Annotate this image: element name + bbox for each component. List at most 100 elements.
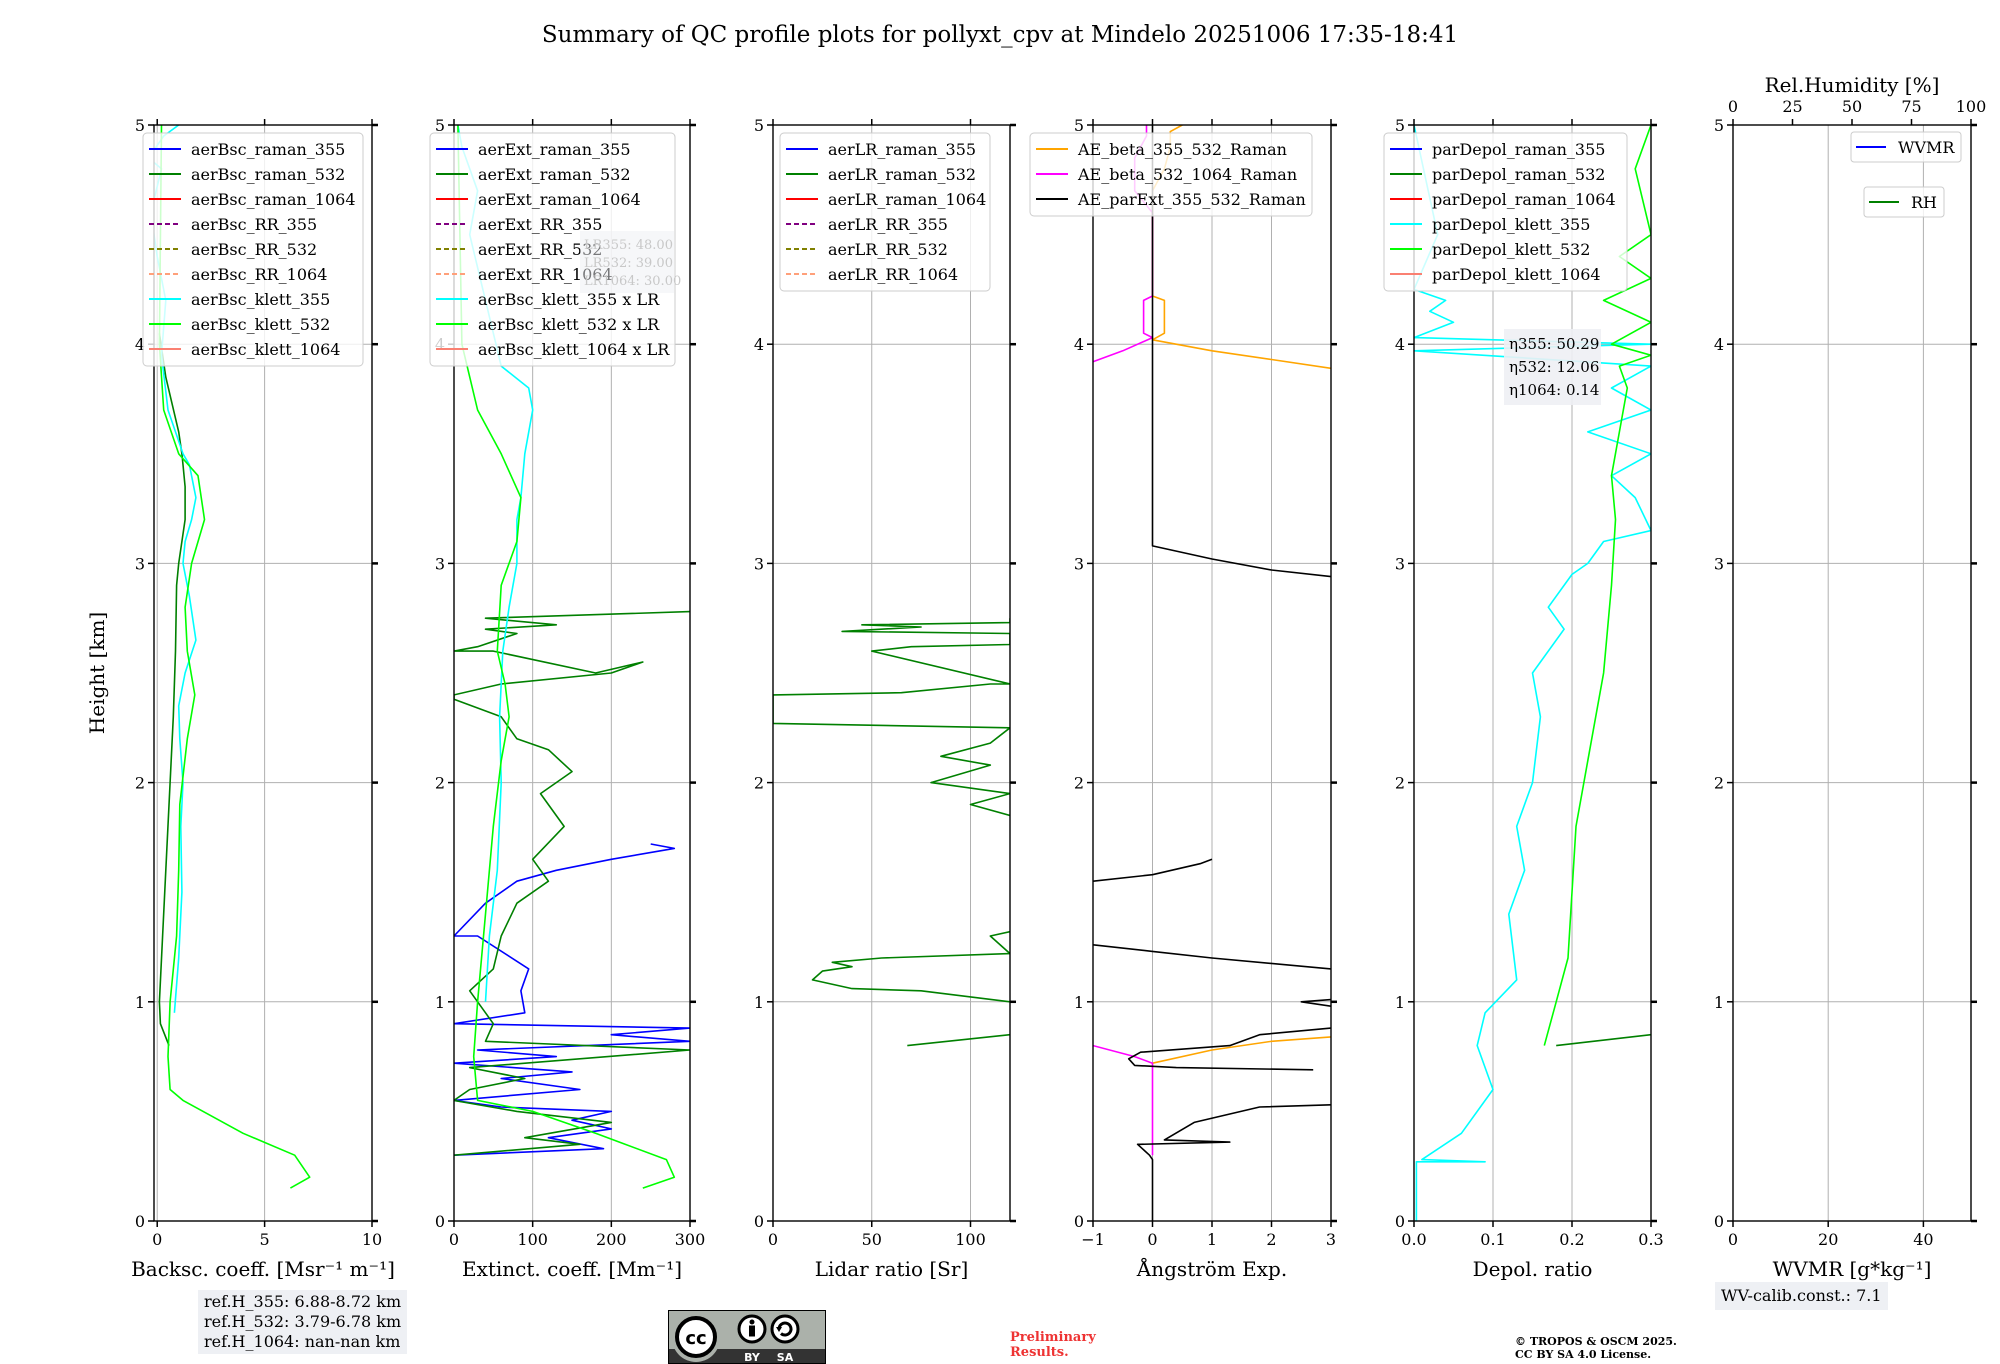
y-tick-label: 0 bbox=[1395, 1212, 1405, 1231]
annotation-text: LR355: 48.00 bbox=[584, 238, 673, 253]
legend-label: AE_parExt_355_532_Raman bbox=[1077, 190, 1306, 209]
legend-label: aerLR_RR_1064 bbox=[828, 265, 958, 284]
legend-label: aerBsc_klett_532 bbox=[191, 315, 330, 334]
y-tick-label: 2 bbox=[1714, 774, 1724, 793]
legend: WVMR RH bbox=[1850, 131, 1962, 218]
axes-frame bbox=[1732, 124, 1972, 1222]
x-tick-label: 0.1 bbox=[1480, 1230, 1505, 1249]
x-tick-label: 40 bbox=[1913, 1230, 1933, 1249]
y-tick-label: 1 bbox=[1074, 993, 1084, 1012]
series-line-aerBsc_klett_532 bbox=[158, 125, 311, 1189]
annotation-bg bbox=[580, 231, 674, 293]
x-tick-label: 20 bbox=[1818, 1230, 1838, 1249]
series-line-AE_parExt_355_532_Raman_b bbox=[1127, 1027, 1331, 1071]
legend-label: aerExt_RR_1064 bbox=[478, 265, 613, 284]
legend-label: aerBsc_raman_1064 bbox=[191, 190, 356, 209]
ref-height-355: ref.H_355: 6.88-8.72 km bbox=[204, 1292, 402, 1311]
panel-water_vapor: 0 20 40 0 1 2 3 4 5 WVMR [g*kg⁻¹] 0 25 50 75 100 Rel.Hu… bbox=[1714, 73, 1986, 1281]
y-tick-label: 3 bbox=[1074, 554, 1084, 573]
series-line-AE_parExt_355_532_Raman_e bbox=[1093, 858, 1213, 882]
cc-by-sa-icon: cc BY SA bbox=[668, 1310, 826, 1364]
x-tick-label: 0.3 bbox=[1638, 1230, 1663, 1249]
series-line-aerLR_raman_532_up bbox=[773, 618, 1010, 817]
legend-label: aerBsc_klett_355 x LR bbox=[478, 290, 660, 309]
x-tick-label: 0 bbox=[152, 1230, 162, 1249]
legend-label: aerExt_raman_1064 bbox=[478, 190, 641, 209]
x-axis-label: Depol. ratio bbox=[1473, 1257, 1593, 1281]
y-tick-label: 1 bbox=[754, 993, 764, 1012]
legend-box bbox=[1850, 131, 1962, 163]
preliminary-line-2: Results. bbox=[1010, 1345, 1069, 1360]
series-line-AE_parExt_355_532_Raman_a bbox=[1136, 1104, 1331, 1221]
y-tick-label: 0 bbox=[754, 1212, 764, 1231]
x-tick-label: 0 bbox=[449, 1230, 459, 1249]
ref-height-532: ref.H_532: 3.79-6.78 km bbox=[204, 1312, 402, 1331]
top-x-tick-label: 25 bbox=[1782, 97, 1802, 116]
x-tick-label: 50 bbox=[862, 1230, 882, 1249]
x-tick-label: 100 bbox=[955, 1230, 986, 1249]
ref-heights-box: ref.H_355: 6.88-8.72 km ref.H_532: 3.79-… bbox=[198, 1290, 408, 1354]
axes-frame bbox=[1413, 124, 1652, 1222]
top-x-axis-label: Rel.Humidity [%] bbox=[1765, 73, 1940, 97]
x-tick-label: 2 bbox=[1266, 1230, 1276, 1249]
panel-backscatter: 0 5 10 0 1 2 3 4 5 Backsc. coeff. [Msr⁻¹ m⁻¹] Heig… bbox=[85, 116, 395, 1281]
annotation-text: LR1064: 30.00 bbox=[584, 274, 681, 289]
legend-label: parDepol_raman_1064 bbox=[1432, 190, 1616, 209]
ref-height-1064: ref.H_1064: nan-nan km bbox=[204, 1332, 401, 1351]
legend-label: aerBsc_RR_1064 bbox=[191, 265, 327, 284]
legend: AE_beta_355_532_Raman AE_beta_532_1064_Ra… bbox=[1029, 132, 1313, 217]
legend-box bbox=[142, 132, 364, 367]
y-tick-label: 3 bbox=[1714, 554, 1724, 573]
y-tick-label: 1 bbox=[135, 993, 145, 1012]
series-line-aerLR_raman_532_mid bbox=[811, 930, 1010, 1003]
legend-label: aerExt_raman_532 bbox=[478, 165, 631, 184]
legend-label: aerBsc_RR_532 bbox=[191, 240, 317, 259]
y-tick-label: 1 bbox=[1714, 993, 1724, 1012]
x-tick-label: 10 bbox=[362, 1230, 382, 1249]
legend-label: aerLR_RR_532 bbox=[828, 240, 948, 259]
legend-label: aerExt_raman_355 bbox=[478, 140, 631, 159]
series-line-parDepol_klett_355 bbox=[1414, 125, 1651, 1221]
x-tick-label: 1 bbox=[1207, 1230, 1217, 1249]
copyright-line-1: © TROPOS & OSCM 2025. bbox=[1515, 1335, 1677, 1348]
svg-text:cc: cc bbox=[685, 1328, 706, 1349]
axes-frame bbox=[453, 124, 691, 1222]
x-axis-label: Ångström Exp. bbox=[1136, 1256, 1287, 1281]
top-x-tick-label: 100 bbox=[1956, 97, 1987, 116]
wv-calib-text: WV-calib.const.: 7.1 bbox=[1721, 1286, 1882, 1305]
annotation-text: η532: 12.06 bbox=[1509, 358, 1599, 376]
x-axis-label: Lidar ratio [Sr] bbox=[815, 1257, 969, 1281]
y-tick-label: 5 bbox=[1395, 116, 1405, 135]
legend-label: aerExt_RR_532 bbox=[478, 240, 602, 259]
legend-box bbox=[1863, 186, 1945, 218]
legend: aerLR_raman_355 aerLR_raman_532 aerLR_rama… bbox=[779, 132, 991, 292]
y-tick-label: 4 bbox=[1395, 335, 1405, 354]
copyright-notice: © TROPOS & OSCM 2025. CC BY SA 4.0 Licen… bbox=[1515, 1335, 1677, 1361]
series-line-parDepol_klett_532 bbox=[1543, 125, 1651, 1046]
series-line-aerBsc_klett_532 x LR bbox=[457, 125, 676, 1189]
y-tick-label: 3 bbox=[754, 554, 764, 573]
x-axis-label: WVMR [g*kg⁻¹] bbox=[1773, 1257, 1932, 1281]
legend-label: aerBsc_RR_355 bbox=[191, 215, 317, 234]
y-tick-label: 4 bbox=[754, 335, 764, 354]
legend-label: parDepol_raman_532 bbox=[1432, 165, 1605, 184]
y-tick-label: 5 bbox=[435, 116, 445, 135]
y-tick-label: 0 bbox=[135, 1212, 145, 1231]
y-axis-label: Height [km] bbox=[85, 612, 109, 734]
legend-label: RH bbox=[1911, 193, 1937, 212]
series-line-aerLR_raman_532_low bbox=[907, 1033, 1010, 1047]
y-tick-label: 3 bbox=[435, 554, 445, 573]
legend-label: AE_beta_355_532_Raman bbox=[1077, 140, 1287, 159]
x-tick-label: 3 bbox=[1326, 1230, 1336, 1249]
license-by-label: BY bbox=[744, 1351, 761, 1364]
series-line-AE_beta_355_532_Raman bbox=[1152, 1036, 1331, 1064]
legend-label: aerLR_raman_355 bbox=[828, 140, 976, 159]
series-line-aerExt_raman_532 bbox=[454, 610, 690, 1156]
axes-frame bbox=[153, 124, 373, 1222]
x-tick-label: 0 bbox=[1147, 1230, 1157, 1249]
series-line-parDepol_raman_532 bbox=[1556, 1033, 1651, 1047]
x-tick-label: −1 bbox=[1081, 1230, 1105, 1249]
top-x-tick-label: 50 bbox=[1842, 97, 1862, 116]
legend-label: parDepol_klett_1064 bbox=[1432, 265, 1601, 284]
legend-label: aerBsc_klett_355 bbox=[191, 290, 330, 309]
